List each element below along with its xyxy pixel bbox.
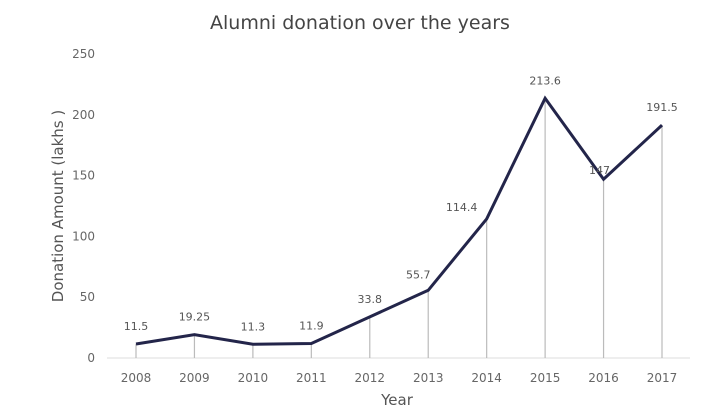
data-label: 147 [589,164,610,177]
y-tick-label: 250 [72,47,95,61]
data-label: 55.7 [406,268,431,281]
x-tick-label: 2015 [530,371,561,385]
data-label: 191.5 [646,101,678,114]
x-tick-label: 2014 [471,371,502,385]
x-tick-label: 2013 [413,371,444,385]
x-tick-label: 2010 [238,371,269,385]
data-label: 114.4 [446,201,478,214]
y-tick-label: 0 [87,351,95,365]
data-label: 11.5 [124,320,149,333]
chart-title: Alumni donation over the years [210,12,510,34]
x-tick-label: 2011 [296,371,327,385]
data-label: 33.8 [358,293,383,306]
data-label: 213.6 [529,74,561,87]
data-label: 11.9 [299,320,324,333]
y-tick-label: 200 [72,108,95,122]
y-tick-label: 150 [72,169,95,183]
x-axis-label: Year [380,391,414,409]
x-tick-label: 2012 [355,371,386,385]
y-tick-label: 50 [80,290,95,304]
series-line [135,95,664,346]
x-tick-label: 2016 [588,371,619,385]
x-tick-label: 2008 [121,371,152,385]
y-tick-label: 100 [72,229,95,243]
data-label: 11.3 [241,320,266,333]
y-axis-label: Donation Amount (lakhs ) [49,110,67,302]
data-label: 19.25 [179,311,211,324]
x-tick-label: 2009 [179,371,210,385]
x-tick-label: 2017 [647,371,678,385]
